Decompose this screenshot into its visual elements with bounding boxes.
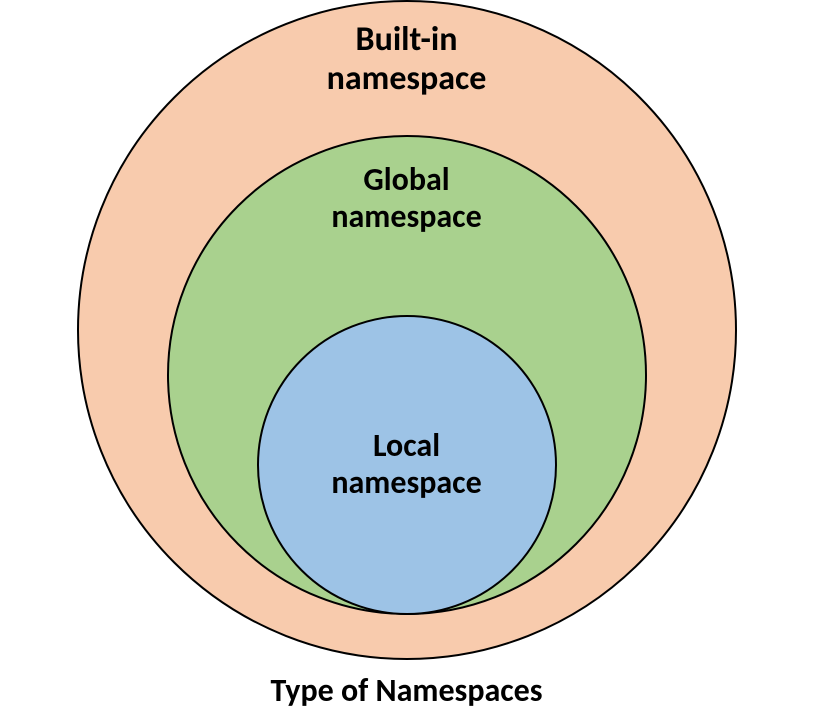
local-namespace-label: Local namespace <box>259 428 555 502</box>
local-namespace-circle: Local namespace <box>257 315 557 615</box>
diagram-caption: Type of Namespaces <box>270 671 542 710</box>
namespace-diagram: Built-in namespace Global namespace Loca… <box>77 0 737 660</box>
global-namespace-label: Global namespace <box>169 162 645 236</box>
builtin-namespace-label: Built-in namespace <box>79 20 735 98</box>
